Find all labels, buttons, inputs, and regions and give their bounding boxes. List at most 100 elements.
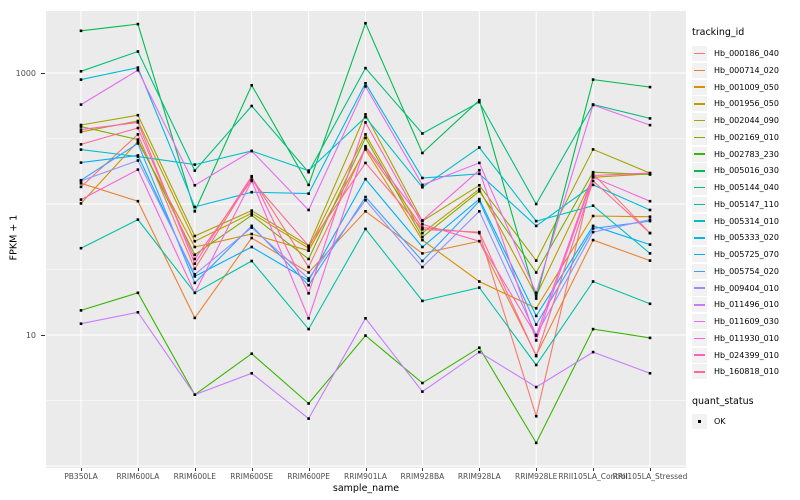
data-point xyxy=(478,172,481,176)
legend-item-Hb_005147_110: Hb_005147_110 xyxy=(690,196,800,212)
data-point xyxy=(591,148,595,151)
data-point xyxy=(250,190,253,194)
quant-legend-item: OK xyxy=(690,414,800,429)
legend-item-Hb_002783_230: Hb_002783_230 xyxy=(690,146,800,162)
data-point xyxy=(364,210,367,213)
data-point xyxy=(478,230,481,234)
data-point xyxy=(478,286,481,289)
data-point xyxy=(364,317,367,320)
data-point xyxy=(534,339,538,342)
data-point xyxy=(250,84,253,87)
legend-color-line-icon xyxy=(694,253,705,256)
data-point xyxy=(79,161,83,164)
data-point xyxy=(648,171,652,175)
x-tick-label-RRIM600LA: RRIM600LA xyxy=(116,472,160,481)
x-tick-mark xyxy=(536,468,538,471)
legend-item-Hb_005144_040: Hb_005144_040 xyxy=(690,180,800,195)
data-point xyxy=(193,210,197,213)
legend-item-Hb_005016_030: Hb_005016_030 xyxy=(690,163,800,179)
data-point xyxy=(193,262,197,265)
data-point xyxy=(307,271,310,274)
x-axis-title: sample_name xyxy=(332,483,400,494)
data-point xyxy=(534,219,538,223)
data-point xyxy=(250,211,253,215)
y-tick-mark xyxy=(41,73,45,74)
legend-key xyxy=(692,364,707,380)
data-point xyxy=(250,259,253,263)
x-tick-mark xyxy=(194,468,196,471)
data-point xyxy=(307,208,310,212)
x-tick-mark xyxy=(650,468,651,471)
legend-key xyxy=(692,347,707,363)
legend-item-label: Hb_005333_020 xyxy=(714,233,779,243)
data-point xyxy=(364,334,367,337)
data-point xyxy=(307,244,310,248)
data-point xyxy=(79,143,83,146)
data-point xyxy=(79,125,83,128)
legend-key xyxy=(692,196,707,212)
data-point xyxy=(421,176,424,180)
legend-color-line-icon xyxy=(694,103,705,105)
data-point xyxy=(591,350,595,354)
data-point xyxy=(534,259,538,262)
legend-key xyxy=(692,213,707,229)
legend-item-Hb_002169_010: Hb_002169_010 xyxy=(690,129,800,145)
data-point xyxy=(648,219,652,223)
legend-item-Hb_011930_010: Hb_011930_010 xyxy=(690,330,800,346)
data-point xyxy=(364,21,367,25)
legend-item-Hb_001956_050: Hb_001956_050 xyxy=(690,96,800,112)
data-point xyxy=(364,136,367,140)
y-tick-label: 1000 xyxy=(15,68,36,78)
data-point xyxy=(250,226,253,229)
legend-color-line-icon xyxy=(694,153,705,155)
data-point xyxy=(193,257,197,261)
data-point xyxy=(364,198,367,202)
data-point xyxy=(534,385,538,389)
tracking-legend-title: tracking_id xyxy=(692,27,745,38)
data-point xyxy=(79,29,83,33)
data-point xyxy=(534,363,538,367)
data-point xyxy=(307,257,310,261)
legend-color-line-icon xyxy=(694,354,705,356)
line-chart xyxy=(46,11,686,468)
data-point xyxy=(136,50,140,53)
data-point xyxy=(250,149,253,153)
y-tick-mark xyxy=(41,335,45,336)
legend-key xyxy=(692,129,707,145)
legend-item-Hb_160818_010: Hb_160818_010 xyxy=(690,364,800,380)
data-point xyxy=(136,22,140,26)
data-point xyxy=(136,154,140,157)
legend-item-Hb_005333_020: Hb_005333_020 xyxy=(690,230,800,246)
data-point xyxy=(136,126,140,130)
data-point xyxy=(307,283,310,287)
data-point xyxy=(79,202,83,205)
legend-item-label: Hb_005725_070 xyxy=(714,250,779,259)
data-point xyxy=(534,354,538,358)
data-point xyxy=(648,208,652,212)
data-point xyxy=(421,381,424,385)
legend-item-label: Hb_000186_040 xyxy=(714,49,779,58)
data-point xyxy=(193,267,197,271)
data-point xyxy=(250,209,253,212)
data-point xyxy=(307,402,310,405)
data-point xyxy=(193,205,197,209)
data-point xyxy=(364,144,367,148)
x-tick-label-RRII105LA_Control: RRII105LA_Control xyxy=(558,472,628,481)
x-tick-mark xyxy=(479,468,481,471)
x-tick-label-PB350LA: PB350LA xyxy=(64,472,98,481)
data-point xyxy=(591,214,595,218)
data-point xyxy=(421,186,424,189)
data-point xyxy=(364,195,367,199)
legend-color-line-icon xyxy=(694,237,705,239)
data-point xyxy=(250,104,253,108)
data-point xyxy=(193,393,197,396)
x-tick-mark xyxy=(81,468,82,471)
legend-item-Hb_001009_050: Hb_001009_050 xyxy=(690,79,800,95)
data-point xyxy=(136,133,140,136)
data-point xyxy=(478,350,481,354)
legend-key xyxy=(692,46,707,61)
data-point xyxy=(193,169,197,172)
data-point xyxy=(421,259,424,263)
data-point xyxy=(534,271,538,274)
data-point xyxy=(193,245,197,249)
